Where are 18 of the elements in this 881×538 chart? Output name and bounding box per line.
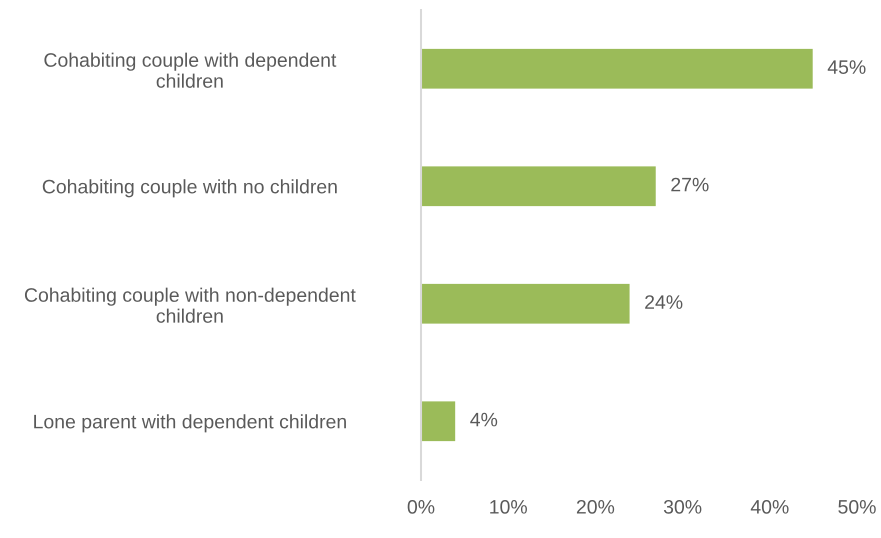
data-label: 27% <box>671 178 709 192</box>
y-tick-label: Cohabiting couple with non-dependent children <box>24 288 356 323</box>
bar <box>421 164 658 208</box>
x-tick-label: 10% <box>490 500 527 514</box>
x-tick-label: 50% <box>838 500 876 514</box>
y-tick-label: Lone parent with dependent children <box>34 414 346 432</box>
x-tick-label: 30% <box>664 500 702 514</box>
x-tick-label: 20% <box>576 500 614 514</box>
bar <box>421 282 631 326</box>
y-tick-label: Cohabiting couple with no children <box>42 179 337 198</box>
bar <box>421 47 814 90</box>
x-tick-label: 0% <box>408 500 434 514</box>
data-label: 24% <box>645 295 682 309</box>
data-label: 45% <box>828 60 866 74</box>
y-tick-label: Cohabiting couple with dependent children <box>44 52 336 88</box>
data-label: 4% <box>470 412 498 426</box>
bar <box>421 400 457 443</box>
x-tick-label: 40% <box>750 500 789 514</box>
